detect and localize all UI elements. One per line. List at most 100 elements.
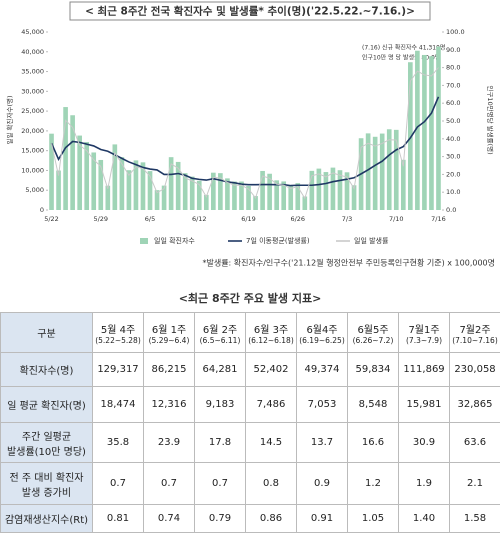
header-cell: 6월4주(6.19~6.25) [297,313,348,353]
y-tick-label: 0 [40,206,44,214]
y2-tick-label: 60.0 [446,99,460,107]
cell: 0.7 [93,463,144,505]
week: 6월5주 [348,321,398,336]
cell: 7,486 [246,387,297,423]
row-label: 감염재생산지수(Rt) [1,505,93,533]
week: 7월1주 [399,321,449,336]
week: 7월2주 [450,321,500,336]
y2-tick-label: 20.0 [446,170,460,178]
y-tick-label: 40,000 [21,48,44,56]
label-line: 발생 증가비 [1,484,92,499]
legend-label: 일일 발생률 [354,236,389,245]
week: 6월 1주 [144,321,194,336]
bar [120,157,125,210]
annotation: 인구10만 명 당 발생률 80.0명 [362,54,440,62]
table-title: <최근 8주간 주요 발생 지표> [179,291,322,305]
cell: 9,183 [195,387,246,423]
bar [176,162,181,210]
chart-title: < 최근 8주간 전국 확진자수 및 발생률* 추이(명)('22.5.22.~… [85,5,415,18]
bar [70,115,75,210]
chart: < 최근 8주간 전국 확진자수 및 발생률* 추이(명)('22.5.22.~… [0,0,500,312]
x-tick-label: 5/29 [93,215,108,223]
y2-tick-label: 90.0 [446,46,460,54]
bar [134,160,139,210]
date-range: (7.3~7.9) [399,336,449,345]
cell: 1.9 [399,463,450,505]
y-tick-label: 10,000 [21,166,44,174]
y2-tick-label: 40.0 [446,135,460,143]
bar [436,47,441,210]
label-line: 발생률(10만 명당) [1,443,92,458]
label-line: 주간 일평균 [1,428,92,443]
cell: 111,869 [399,353,450,387]
x-tick-label: 6/12 [192,215,207,223]
x-tick-label: 7/10 [389,215,404,223]
row-label: 일 평균 확진자(명) [1,387,93,423]
bar [56,171,61,210]
cell: 16.6 [348,423,399,463]
cell: 64,281 [195,353,246,387]
cell: 0.74 [144,505,195,533]
x-tick-label: 7/3 [342,215,352,223]
cell: 1.40 [399,505,450,533]
week: 5월 4주 [93,321,143,336]
y-tick-label: 45,000 [21,28,44,36]
x-tick-label: 6/19 [241,215,256,223]
cell: 2.1 [450,463,500,505]
bar [232,182,237,210]
cell: 14.5 [246,423,297,463]
bar [105,186,110,210]
bar [373,137,378,210]
cell: 13.7 [297,423,348,463]
cell: 0.81 [93,505,144,533]
y-tick-label: 15,000 [21,147,44,155]
y2-tick-label: 10.0 [446,188,460,196]
week: 6월4주 [297,321,347,336]
cell: 0.7 [195,463,246,505]
label-line: 감염재생산지수(Rt) [1,511,92,526]
cell: 63.6 [450,423,500,463]
cell: 1.05 [348,505,399,533]
bar [324,172,329,210]
cell: 0.9 [297,463,348,505]
y2-tick-label: 70.0 [446,81,460,89]
cell: 15,981 [399,387,450,423]
date-range: (7.10~7.16) [450,336,500,345]
cell: 49,374 [297,353,348,387]
cell: 0.91 [297,505,348,533]
y-axis-title: 일일 확진자수(명) [5,96,14,145]
bar [366,133,371,210]
legend-label: 7일 이동평균(발생률) [246,236,310,245]
y-tick-label: 20,000 [21,127,44,135]
cell: 35.8 [93,423,144,463]
date-range: (5.29~6.4) [144,336,194,345]
x-tick-label: 5/22 [44,215,59,223]
y2-tick-label: 80.0 [446,64,460,72]
x-tick-label: 6/26 [290,215,305,223]
week: 6월 3주 [246,321,296,336]
header-cell: 6월 1주(5.29~6.4) [144,313,195,353]
header-cell: 7월1주(7.3~7.9) [399,313,450,353]
cell: 7,053 [297,387,348,423]
bar [429,56,434,210]
cell: 32,865 [450,387,500,423]
bar [141,162,146,210]
label-line: 확진자수(명) [1,362,92,377]
date-range: (6.26~7.2) [348,336,398,345]
cell: 52,402 [246,353,297,387]
cell: 0.8 [246,463,297,505]
footnote: *발생률: 확진자수/인구수('21.12월 행정안전부 주민등록인구현황 기준… [202,258,495,268]
cell: 17.8 [195,423,246,463]
header-cell: 6월 2주(6.5~6.11) [195,313,246,353]
bar [380,134,385,210]
cell: 12,316 [144,387,195,423]
